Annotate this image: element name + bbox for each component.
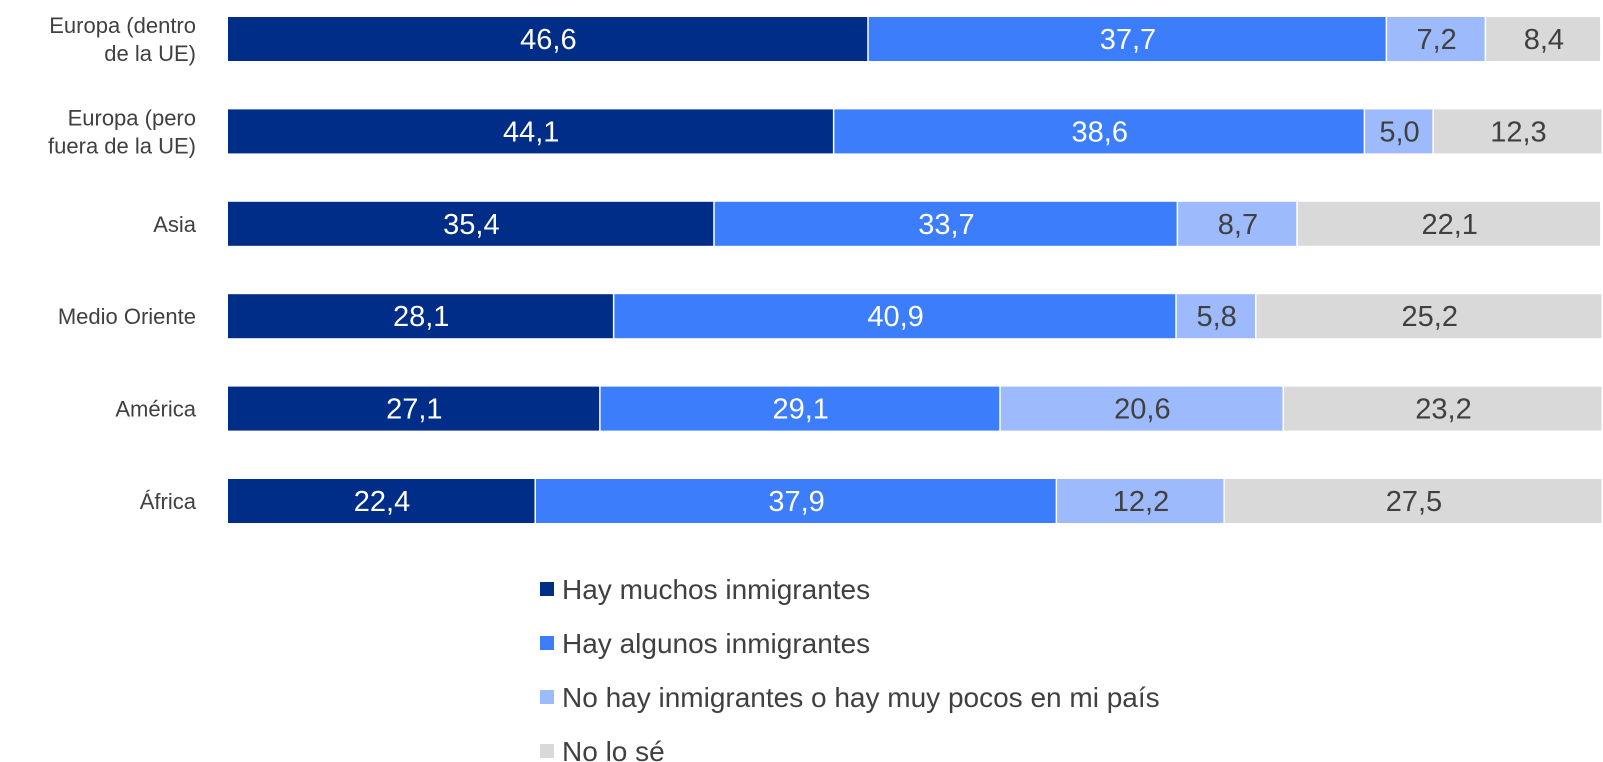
category-label-line: América xyxy=(115,397,196,422)
bar-segment xyxy=(228,109,833,154)
data-label: 35,4 xyxy=(443,209,499,241)
legend-swatch xyxy=(540,744,554,758)
category-label-line: fuera de la UE) xyxy=(48,133,196,158)
data-label: 27,1 xyxy=(386,394,442,426)
legend-swatch xyxy=(540,582,554,596)
category-label-line: Europa (dentro xyxy=(49,13,196,38)
data-label: 20,6 xyxy=(1114,394,1170,426)
bar-segment xyxy=(834,109,1364,154)
data-label: 27,5 xyxy=(1386,486,1442,518)
category-labels: Europa (dentro de la UE) Europa (pero fuera… xyxy=(48,13,197,514)
category-label-line: Medio Oriente xyxy=(58,304,196,329)
legend-label: No lo sé xyxy=(562,736,665,762)
data-label: 7,2 xyxy=(1416,24,1456,56)
legend-swatch xyxy=(540,636,554,650)
category-label: América xyxy=(115,397,196,422)
bar-segment xyxy=(536,479,1056,523)
data-label: 22,1 xyxy=(1421,209,1477,241)
bar-segment xyxy=(228,17,868,61)
bar-segment xyxy=(1297,201,1601,246)
category-label: Medio Oriente xyxy=(58,304,196,329)
bar-segment xyxy=(228,294,613,339)
bar-segment xyxy=(614,294,1176,339)
data-label: 37,7 xyxy=(1100,24,1156,56)
bar-segment xyxy=(228,201,714,246)
data-label: 8,7 xyxy=(1218,209,1258,241)
category-label-line: de la UE) xyxy=(104,41,196,66)
data-label: 28,1 xyxy=(393,301,449,333)
bar-segment xyxy=(600,386,1000,431)
data-label: 12,3 xyxy=(1490,116,1546,148)
category-label-line: África xyxy=(140,489,197,514)
data-label: 40,9 xyxy=(867,301,923,333)
bar-segment xyxy=(1176,294,1255,339)
category-label: Europa (dentro de la UE) xyxy=(49,13,196,66)
bar-segment xyxy=(228,479,535,523)
category-label: África xyxy=(140,489,197,514)
data-label: 37,9 xyxy=(768,486,824,518)
bar-segment xyxy=(1256,294,1602,339)
data-label: 46,6 xyxy=(520,24,576,56)
data-label: 12,2 xyxy=(1113,486,1169,518)
bar-segment xyxy=(868,17,1386,61)
data-label: 38,6 xyxy=(1072,116,1128,148)
data-label: 5,8 xyxy=(1196,301,1236,333)
category-label-line: Asia xyxy=(153,212,197,237)
bars: 46,6 37,7 7,2 8,4 44,1 38,6 5,0 12,3 35,4 33,7 8,7… xyxy=(228,17,1602,523)
bar-segment xyxy=(1365,109,1433,154)
data-label: 29,1 xyxy=(772,394,828,426)
bar-segment xyxy=(1224,479,1602,523)
bar-segment xyxy=(1486,17,1601,61)
data-label: 33,7 xyxy=(918,209,974,241)
category-label-line: Europa (pero xyxy=(68,105,196,130)
legend-label: Hay muchos inmigrantes xyxy=(562,574,870,605)
data-label: 23,2 xyxy=(1415,394,1471,426)
bar-segment xyxy=(1178,201,1297,246)
legend-swatch xyxy=(540,690,554,704)
legend: Hay muchos inmigrantes Hay algunos inmigr… xyxy=(540,574,1160,762)
bar-segment xyxy=(228,386,600,431)
category-label: Europa (pero fuera de la UE) xyxy=(48,105,196,158)
data-label: 22,4 xyxy=(354,486,410,518)
legend-label: No hay inmigrantes o hay muy pocos en mi… xyxy=(562,682,1160,713)
legend-label: Hay algunos inmigrantes xyxy=(562,628,870,659)
data-label: 44,1 xyxy=(503,116,559,148)
data-label: 25,2 xyxy=(1402,301,1458,333)
bar-segment xyxy=(1000,386,1283,431)
bar-segment xyxy=(1057,479,1224,523)
data-label: 5,0 xyxy=(1379,116,1419,148)
bar-segment xyxy=(1433,109,1602,154)
bar-segment xyxy=(1284,386,1602,431)
bar-segment xyxy=(1387,17,1485,61)
data-label: 8,4 xyxy=(1524,24,1564,56)
category-label: Asia xyxy=(153,212,197,237)
bar-segment xyxy=(714,201,1177,246)
